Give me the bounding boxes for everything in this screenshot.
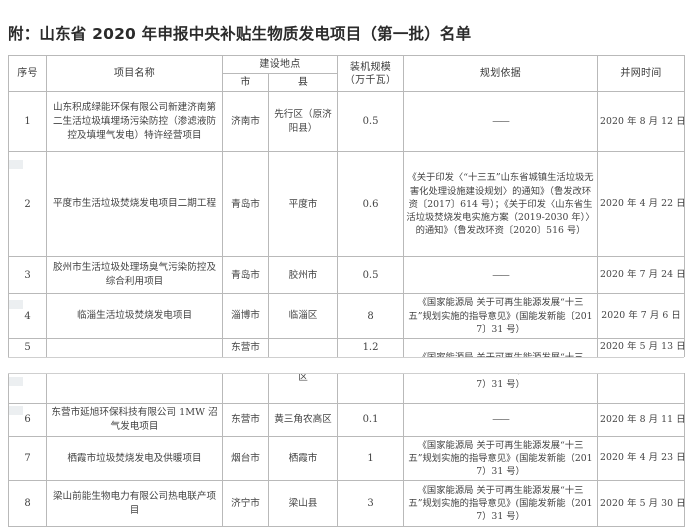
table-header: 序号 项目名称 建设地点 装机规模（万千瓦） 规划依据 并网时间 市 县 [8,54,686,93]
cell-city: 青岛市 [222,256,269,295]
cell-capacity: 0.6 [337,151,405,258]
cell-capacity: 1 [337,435,405,482]
header-project-name: 项目名称 [46,54,223,93]
cell-grid-time: 2020 年 8 月 11 日 [597,402,685,437]
cell-basis: 《国家能源局 关于可再生能源发展“十三五”规划实施的指导意见》(国能发新能（20… [403,435,599,482]
cell-grid-time: 2020 年 5 月 30 日 [597,480,685,527]
table-row: 7 栖霞市垃圾焚烧发电及供暖项目 烟台市 栖霞市 1 《国家能源局 关于可再生能… [8,435,685,482]
cell-capacity: 8 [337,293,405,339]
cell-index: 7 [8,435,47,482]
cell-city: 淄博市 [222,293,269,339]
cell-capacity: 0.5 [337,91,405,153]
header-capacity: 装机规模（万千瓦） [337,54,405,93]
cell-grid-time: 2020 年 7 月 24 日 [597,256,685,295]
cell-grid-time: 2020 年 4 月 22 日 [597,151,685,258]
cell-grid-time: 2020 年 8 月 12 日 [597,91,685,153]
table-row: 2 平度市生活垃圾焚烧发电项目二期工程 青岛市 平度市 0.6 《关于印发〈“十… [8,151,685,258]
cell-index: 1 [8,91,47,153]
header-basis: 规划依据 [403,54,599,93]
cell-county: 黄三角农高区 [267,402,339,437]
cell-city: 济南市 [222,91,269,153]
page-title: 附：山东省 2020 年申报中央补贴生物质发电项目（第一批）名单 [8,25,472,43]
header-index: 序号 [8,54,47,93]
cell-index: 4 [8,293,47,339]
table-header-row-2: 市 县 [9,73,685,93]
cell-grid-time: 2020 年 5 月 13 日 [597,337,685,404]
cell-basis: —— [403,91,599,153]
table-row: 4 临淄生活垃圾焚烧发电项目 淄博市 临淄区 8 《国家能源局 关于可再生能源发… [8,293,686,339]
header-city: 市 [222,73,269,93]
table-row: 5 东营市生活垃圾焚烧发电厂二期项目 东营市 经济技术开发区 1.2 《国家能源… [8,337,685,404]
cell-index: 2 [8,151,47,258]
header-grid-time: 并网时间 [597,54,686,93]
cell-index: 6 [8,402,47,437]
header-location-group: 建设地点 [221,54,339,75]
cell-project-name: 临淄生活垃圾焚烧发电项目 [46,293,223,339]
cell-city: 东营市 [222,337,269,404]
table-row: 3 胶州市生活垃圾处理场臭气污染防控及综合利用项目 青岛市 胶州市 0.5 ——… [8,256,685,295]
cell-city: 青岛市 [222,151,269,258]
cell-project-name: 梁山前能生物电力有限公司热电联产项目 [46,480,223,527]
cell-county: 胶州市 [267,256,339,295]
cell-city: 烟台市 [222,435,269,482]
cell-capacity: 1.2 [337,337,405,404]
cell-basis: 《国家能源局 关于可再生能源发展“十三五”规划实施的指导意见》(国能发新能（20… [403,480,599,527]
cell-county: 经济技术开发区 [267,337,339,404]
cell-grid-time: 2020 年 4 月 23 日 [597,435,685,482]
cell-index: 8 [8,480,47,527]
cell-project-name: 山东积成绿能环保有限公司新建济南第二生活垃圾填埋场污染防控（渗滤液防控及填埋气发… [46,91,223,153]
cell-project-name: 平度市生活垃圾焚烧发电项目二期工程 [46,151,223,258]
table-header-row-1: 序号 项目名称 建设地点 装机规模（万千瓦） 规划依据 并网时间 [8,54,686,93]
cell-county: 栖霞市 [267,435,339,482]
cell-county: 先行区（原济阳县） [267,91,339,153]
cell-basis: 《关于印发〈“十三五”山东省城镇生活垃圾无害化处理设施建设规划〉的通知》（鲁发改… [403,151,599,258]
cell-project-name: 东营市延旭环保科技有限公司 1MW 沼气发电项目 [46,402,223,437]
cell-basis: 《国家能源局 关于可再生能源发展“十三五”规划实施的指导意见》(国能发新能（20… [403,337,599,404]
cell-index: 5 [8,337,47,404]
cell-capacity: 0.5 [337,256,405,295]
table-row: 1 山东积成绿能环保有限公司新建济南第二生活垃圾填埋场污染防控（渗滤液防控及填埋… [8,91,685,153]
cell-project-name: 东营市生活垃圾焚烧发电厂二期项目 [46,337,223,404]
cell-county: 平度市 [267,151,339,258]
cell-basis: —— [403,256,599,295]
cell-index: 3 [8,256,47,295]
table-row: 6 东营市延旭环保科技有限公司 1MW 沼气发电项目 东营市 黄三角农高区 0.… [8,402,685,437]
cell-basis: —— [403,402,599,437]
project-list-table: 序号 项目名称 建设地点 装机规模（万千瓦） 规划依据 并网时间 市 县 1 山… [8,54,686,527]
table-body: 1 山东积成绿能环保有限公司新建济南第二生活垃圾填埋场污染防控（渗滤液防控及填埋… [8,91,686,527]
cell-project-name: 栖霞市垃圾焚烧发电及供暖项目 [46,435,223,482]
table-row: 8 梁山前能生物电力有限公司热电联产项目 济宁市 梁山县 3 《国家能源局 关于… [8,480,685,527]
cell-city: 济宁市 [222,480,269,527]
cell-capacity: 0.1 [337,402,405,437]
cell-project-name: 胶州市生活垃圾处理场臭气污染防控及综合利用项目 [46,256,223,295]
cell-basis: 《国家能源局 关于可再生能源发展“十三五”规划实施的指导意见》(国能发新能〔20… [403,293,599,339]
cell-grid-time: 2020 年 7 月 6 日 [597,293,686,339]
header-county: 县 [267,73,339,93]
cell-county: 临淄区 [267,293,339,339]
cell-city: 东营市 [222,402,269,437]
